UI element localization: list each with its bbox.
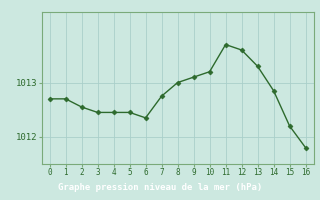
- Text: Graphe pression niveau de la mer (hPa): Graphe pression niveau de la mer (hPa): [58, 182, 262, 192]
